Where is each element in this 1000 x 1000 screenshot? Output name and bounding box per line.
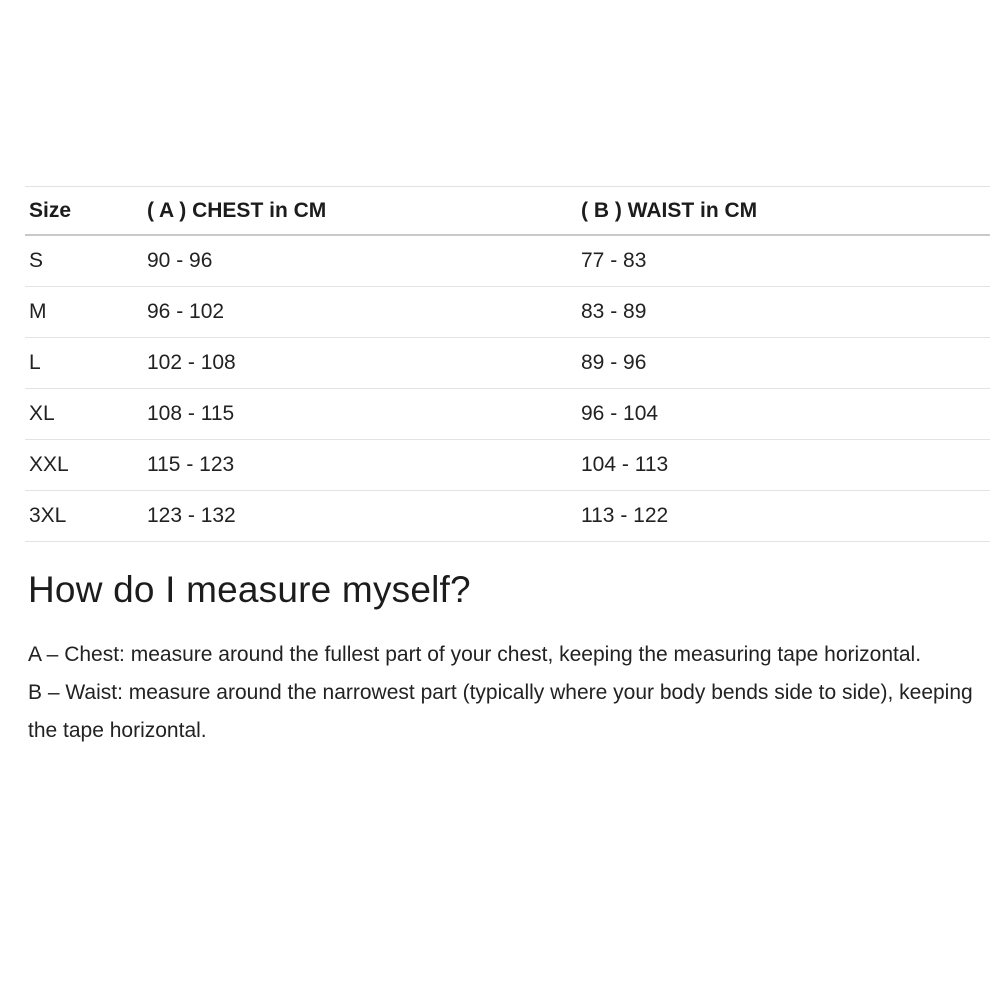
size-cell: M — [25, 286, 143, 338]
table-row: S 90 - 96 77 - 83 — [25, 235, 990, 287]
waist-cell: 113 - 122 — [577, 490, 990, 542]
table-row: XXL 115 - 123 104 - 113 — [25, 439, 990, 491]
column-header-size: Size — [25, 186, 143, 236]
table-row: L 102 - 108 89 - 96 — [25, 337, 990, 389]
chest-cell: 96 - 102 — [143, 286, 577, 338]
chest-cell: 115 - 123 — [143, 439, 577, 491]
waist-cell: 104 - 113 — [577, 439, 990, 491]
size-cell: XL — [25, 388, 143, 440]
measure-instructions: A – Chest: measure around the fullest pa… — [28, 636, 973, 750]
size-cell: S — [25, 235, 143, 287]
size-chart-table: Size ( A ) CHEST in CM ( B ) WAIST in CM… — [25, 186, 990, 542]
size-cell: 3XL — [25, 490, 143, 542]
table-row: 3XL 123 - 132 113 - 122 — [25, 490, 990, 542]
table-row: M 96 - 102 83 - 89 — [25, 286, 990, 338]
chest-cell: 108 - 115 — [143, 388, 577, 440]
size-cell: XXL — [25, 439, 143, 491]
chest-cell: 102 - 108 — [143, 337, 577, 389]
table-row: XL 108 - 115 96 - 104 — [25, 388, 990, 440]
size-cell: L — [25, 337, 143, 389]
waist-cell: 77 - 83 — [577, 235, 990, 287]
waist-cell: 89 - 96 — [577, 337, 990, 389]
chest-cell: 90 - 96 — [143, 235, 577, 287]
waist-cell: 83 - 89 — [577, 286, 990, 338]
column-header-chest: ( A ) CHEST in CM — [143, 186, 577, 236]
waist-cell: 96 - 104 — [577, 388, 990, 440]
waist-instruction-paragraph: B – Waist: measure around the narrowest … — [28, 681, 973, 742]
chest-cell: 123 - 132 — [143, 490, 577, 542]
measure-section-heading: How do I measure myself? — [28, 569, 471, 610]
chest-instruction-paragraph: A – Chest: measure around the fullest pa… — [28, 643, 922, 666]
size-chart-header-row: Size ( A ) CHEST in CM ( B ) WAIST in CM — [25, 186, 990, 236]
column-header-waist: ( B ) WAIST in CM — [577, 186, 990, 236]
